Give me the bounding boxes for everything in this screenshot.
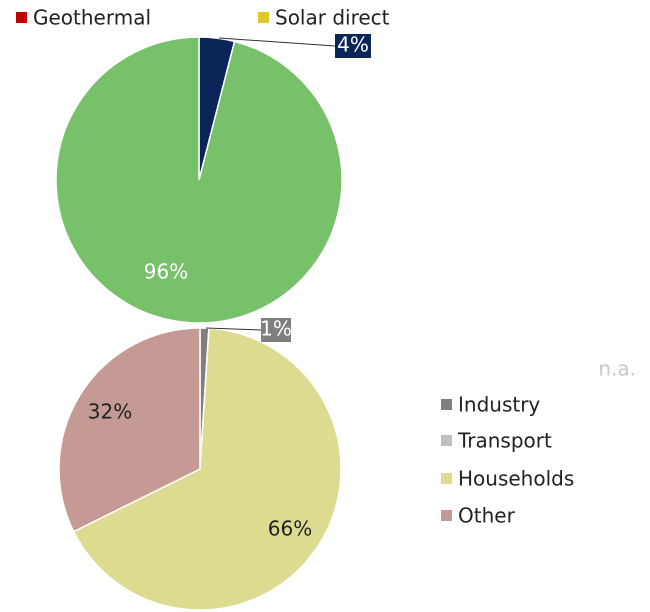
legend-swatch	[16, 12, 27, 23]
annotation: n.a.	[598, 357, 636, 381]
legend-label: Transport	[457, 429, 552, 453]
data-label: 32%	[88, 400, 132, 424]
pie-slice	[72, 327, 342, 611]
data-label: 66%	[268, 517, 312, 541]
legend-swatch	[441, 473, 452, 484]
legend-label: Industry	[458, 393, 540, 417]
legend-swatch	[441, 399, 452, 410]
leader-line	[205, 327, 262, 331]
legend-swatch	[441, 435, 452, 446]
legend-label: Other	[458, 504, 516, 528]
legend-swatch	[441, 510, 452, 521]
label-box	[335, 34, 371, 58]
leader-line	[218, 37, 336, 47]
legend-label: Geothermal	[33, 6, 151, 30]
pie-slice	[55, 36, 343, 324]
data-label: 4%	[337, 33, 369, 57]
pie-slice	[58, 327, 201, 533]
data-label: 96%	[144, 260, 188, 284]
label-box	[261, 318, 291, 342]
legend-label: Households	[458, 467, 574, 491]
legend-swatch	[258, 12, 269, 23]
data-label: 1%	[260, 317, 292, 341]
legend-label: Solar direct	[275, 6, 390, 30]
